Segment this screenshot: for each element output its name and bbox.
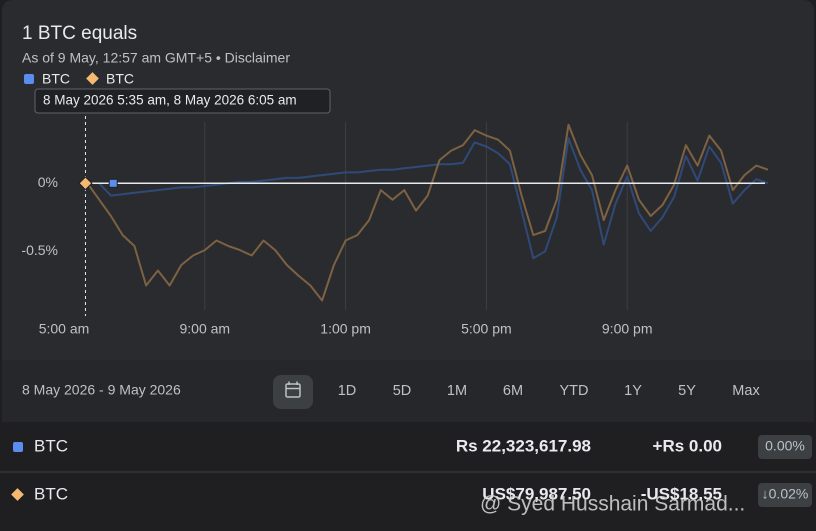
range-button[interactable]: 1D (338, 383, 357, 399)
range-button[interactable]: 1M (447, 383, 467, 399)
plot: 5:00 am 9:00 am 1:00 pm 5:00 pm 9:00 pm 0% -0.… (21, 116, 769, 337)
watermark: @ Syed Husshain Sarmad... (480, 493, 745, 516)
row-price: Rs 22,323,617.98 (456, 436, 591, 455)
series-line (86, 123, 769, 302)
row-pct: ↓0.02% (762, 486, 809, 502)
row-change: +Rs 0.00 (653, 436, 722, 455)
tooltip-text: 8 May 2026 5:35 am, 8 May 2026 6:05 am (43, 93, 297, 108)
x-tick-label: 5:00 pm (461, 321, 512, 337)
calendar-icon (285, 381, 301, 398)
x-tick-label: 1:00 pm (320, 321, 371, 337)
row-swatch (11, 488, 24, 501)
row-name: BTC (34, 436, 68, 455)
range-button[interactable]: YTD (560, 383, 589, 399)
y-tick-label: 0% (38, 174, 58, 190)
range-bar (2, 360, 814, 422)
hover-marker (108, 178, 118, 188)
date-range: 8 May 2026 - 9 May 2026 (22, 382, 181, 398)
series-line (98, 137, 769, 260)
range-button[interactable]: 5Y (678, 383, 696, 399)
legend-label: BTC (106, 71, 134, 87)
quote-table: BTC Rs 22,323,617.98 +Rs 0.00 0.00% BTC US$79… (11, 435, 812, 507)
legend-label: BTC (42, 71, 70, 87)
x-tick-label: 9:00 am (180, 321, 231, 337)
range-buttons: 1D 5D 1M 6M YTD 1Y 5Y Max (338, 383, 761, 399)
hover-marker (78, 176, 93, 191)
row-name: BTC (34, 484, 68, 503)
range-button[interactable]: 5D (393, 383, 412, 399)
range-button[interactable]: 6M (503, 383, 523, 399)
range-button[interactable]: 1Y (624, 383, 642, 399)
x-tick-label: 9:00 pm (602, 321, 653, 337)
range-button[interactable]: Max (732, 383, 760, 399)
row-swatch (13, 442, 23, 452)
row-pct: 0.00% (765, 438, 805, 454)
title: 1 BTC equals (22, 23, 137, 44)
row-pct-badge (758, 435, 812, 459)
row-pct-badge (758, 483, 812, 507)
y-tick-label: -0.5% (21, 242, 58, 258)
tooltip (34, 88, 331, 114)
row-price: US$79,987.50 (482, 484, 591, 503)
row-change: -US$18.55 (641, 484, 722, 503)
x-tick-label: 5:00 am (39, 321, 90, 337)
calendar-button[interactable] (273, 375, 313, 409)
subtitle: As of 9 May, 12:57 am GMT+5 • Disclaimer (22, 50, 290, 66)
legend-swatch (24, 74, 34, 84)
